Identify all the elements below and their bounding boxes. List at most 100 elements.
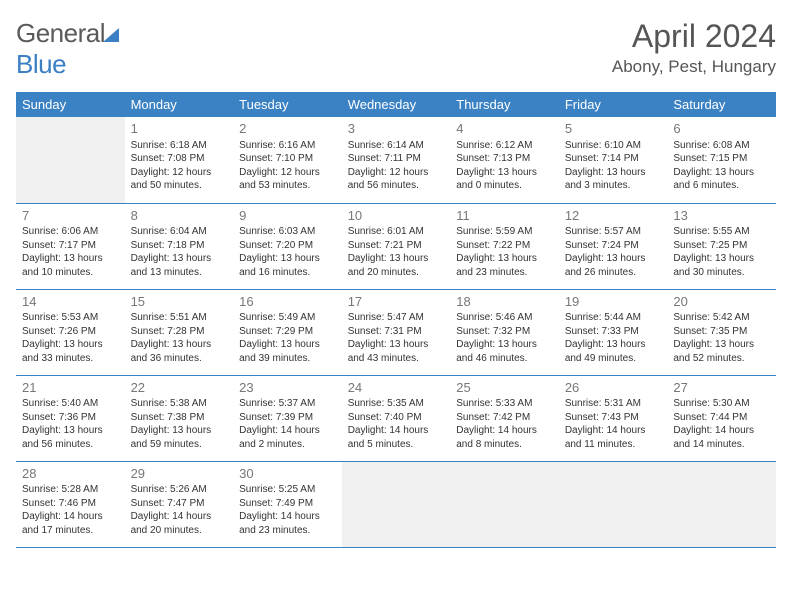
- calendar-week-row: 7Sunrise: 6:06 AMSunset: 7:17 PMDaylight…: [16, 203, 776, 289]
- calendar-day-cell: 14Sunrise: 5:53 AMSunset: 7:26 PMDayligh…: [16, 289, 125, 375]
- sunset-line: Sunset: 7:15 PM: [673, 152, 770, 166]
- sunset-line: Sunset: 7:42 PM: [456, 411, 553, 425]
- calendar-table: SundayMondayTuesdayWednesdayThursdayFrid…: [16, 92, 776, 548]
- sunrise-line: Sunrise: 6:14 AM: [348, 139, 445, 153]
- calendar-day-cell: 8Sunrise: 6:04 AMSunset: 7:18 PMDaylight…: [125, 203, 234, 289]
- calendar-day-cell: 13Sunrise: 5:55 AMSunset: 7:25 PMDayligh…: [667, 203, 776, 289]
- calendar-day-cell: 19Sunrise: 5:44 AMSunset: 7:33 PMDayligh…: [559, 289, 668, 375]
- logo-triangle-icon: [103, 28, 119, 42]
- daylight-line: Daylight: 14 hours and 17 minutes.: [22, 510, 119, 537]
- daylight-line: Daylight: 13 hours and 39 minutes.: [239, 338, 336, 365]
- month-title: April 2024: [612, 18, 776, 55]
- logo-part1: General: [16, 18, 105, 48]
- sunrise-line: Sunrise: 6:01 AM: [348, 225, 445, 239]
- daylight-line: Daylight: 12 hours and 50 minutes.: [131, 166, 228, 193]
- sunrise-line: Sunrise: 5:37 AM: [239, 397, 336, 411]
- day-number: 23: [239, 379, 336, 397]
- calendar-day-cell: 15Sunrise: 5:51 AMSunset: 7:28 PMDayligh…: [125, 289, 234, 375]
- sunrise-line: Sunrise: 6:16 AM: [239, 139, 336, 153]
- logo-part2: Blue: [16, 49, 66, 79]
- calendar-week-row: 28Sunrise: 5:28 AMSunset: 7:46 PMDayligh…: [16, 461, 776, 547]
- daylight-line: Daylight: 14 hours and 23 minutes.: [239, 510, 336, 537]
- day-number: 7: [22, 207, 119, 225]
- calendar-week-row: 21Sunrise: 5:40 AMSunset: 7:36 PMDayligh…: [16, 375, 776, 461]
- day-number: 1: [131, 120, 228, 138]
- weekday-header: Tuesday: [233, 92, 342, 117]
- calendar-day-cell: 4Sunrise: 6:12 AMSunset: 7:13 PMDaylight…: [450, 117, 559, 203]
- sunset-line: Sunset: 7:18 PM: [131, 239, 228, 253]
- sunset-line: Sunset: 7:38 PM: [131, 411, 228, 425]
- daylight-line: Daylight: 13 hours and 36 minutes.: [131, 338, 228, 365]
- day-number: 26: [565, 379, 662, 397]
- sunrise-line: Sunrise: 5:49 AM: [239, 311, 336, 325]
- sunset-line: Sunset: 7:31 PM: [348, 325, 445, 339]
- calendar-empty-cell: [342, 461, 451, 547]
- calendar-day-cell: 5Sunrise: 6:10 AMSunset: 7:14 PMDaylight…: [559, 117, 668, 203]
- day-number: 20: [673, 293, 770, 311]
- calendar-day-cell: 29Sunrise: 5:26 AMSunset: 7:47 PMDayligh…: [125, 461, 234, 547]
- daylight-line: Daylight: 14 hours and 2 minutes.: [239, 424, 336, 451]
- weekday-header: Monday: [125, 92, 234, 117]
- calendar-day-cell: 9Sunrise: 6:03 AMSunset: 7:20 PMDaylight…: [233, 203, 342, 289]
- calendar-day-cell: 16Sunrise: 5:49 AMSunset: 7:29 PMDayligh…: [233, 289, 342, 375]
- calendar-day-cell: 1Sunrise: 6:18 AMSunset: 7:08 PMDaylight…: [125, 117, 234, 203]
- calendar-empty-cell: [559, 461, 668, 547]
- daylight-line: Daylight: 13 hours and 30 minutes.: [673, 252, 770, 279]
- sunrise-line: Sunrise: 6:08 AM: [673, 139, 770, 153]
- calendar-day-cell: 23Sunrise: 5:37 AMSunset: 7:39 PMDayligh…: [233, 375, 342, 461]
- daylight-line: Daylight: 13 hours and 26 minutes.: [565, 252, 662, 279]
- calendar-day-cell: 7Sunrise: 6:06 AMSunset: 7:17 PMDaylight…: [16, 203, 125, 289]
- day-number: 10: [348, 207, 445, 225]
- sunrise-line: Sunrise: 5:51 AM: [131, 311, 228, 325]
- calendar-week-row: 1Sunrise: 6:18 AMSunset: 7:08 PMDaylight…: [16, 117, 776, 203]
- logo: General Blue: [16, 18, 119, 80]
- sunset-line: Sunset: 7:13 PM: [456, 152, 553, 166]
- daylight-line: Daylight: 13 hours and 0 minutes.: [456, 166, 553, 193]
- daylight-line: Daylight: 14 hours and 14 minutes.: [673, 424, 770, 451]
- sunset-line: Sunset: 7:26 PM: [22, 325, 119, 339]
- day-number: 29: [131, 465, 228, 483]
- daylight-line: Daylight: 13 hours and 43 minutes.: [348, 338, 445, 365]
- calendar-day-cell: 25Sunrise: 5:33 AMSunset: 7:42 PMDayligh…: [450, 375, 559, 461]
- daylight-line: Daylight: 13 hours and 56 minutes.: [22, 424, 119, 451]
- sunset-line: Sunset: 7:11 PM: [348, 152, 445, 166]
- day-number: 8: [131, 207, 228, 225]
- weekday-header: Friday: [559, 92, 668, 117]
- day-number: 30: [239, 465, 336, 483]
- title-group: April 2024 Abony, Pest, Hungary: [612, 18, 776, 77]
- sunset-line: Sunset: 7:28 PM: [131, 325, 228, 339]
- calendar-day-cell: 27Sunrise: 5:30 AMSunset: 7:44 PMDayligh…: [667, 375, 776, 461]
- calendar-day-cell: 6Sunrise: 6:08 AMSunset: 7:15 PMDaylight…: [667, 117, 776, 203]
- weekday-header: Wednesday: [342, 92, 451, 117]
- daylight-line: Daylight: 13 hours and 20 minutes.: [348, 252, 445, 279]
- sunrise-line: Sunrise: 5:46 AM: [456, 311, 553, 325]
- calendar-empty-cell: [16, 117, 125, 203]
- sunrise-line: Sunrise: 6:04 AM: [131, 225, 228, 239]
- sunrise-line: Sunrise: 5:44 AM: [565, 311, 662, 325]
- calendar-week-row: 14Sunrise: 5:53 AMSunset: 7:26 PMDayligh…: [16, 289, 776, 375]
- calendar-day-cell: 24Sunrise: 5:35 AMSunset: 7:40 PMDayligh…: [342, 375, 451, 461]
- calendar-day-cell: 17Sunrise: 5:47 AMSunset: 7:31 PMDayligh…: [342, 289, 451, 375]
- daylight-line: Daylight: 14 hours and 11 minutes.: [565, 424, 662, 451]
- day-number: 5: [565, 120, 662, 138]
- sunrise-line: Sunrise: 5:28 AM: [22, 483, 119, 497]
- sunrise-line: Sunrise: 5:26 AM: [131, 483, 228, 497]
- sunset-line: Sunset: 7:44 PM: [673, 411, 770, 425]
- sunrise-line: Sunrise: 6:03 AM: [239, 225, 336, 239]
- sunrise-line: Sunrise: 5:53 AM: [22, 311, 119, 325]
- day-number: 15: [131, 293, 228, 311]
- sunrise-line: Sunrise: 5:33 AM: [456, 397, 553, 411]
- daylight-line: Daylight: 12 hours and 56 minutes.: [348, 166, 445, 193]
- sunrise-line: Sunrise: 5:35 AM: [348, 397, 445, 411]
- day-number: 4: [456, 120, 553, 138]
- daylight-line: Daylight: 12 hours and 53 minutes.: [239, 166, 336, 193]
- daylight-line: Daylight: 13 hours and 10 minutes.: [22, 252, 119, 279]
- sunrise-line: Sunrise: 5:38 AM: [131, 397, 228, 411]
- sunset-line: Sunset: 7:24 PM: [565, 239, 662, 253]
- day-number: 19: [565, 293, 662, 311]
- sunset-line: Sunset: 7:33 PM: [565, 325, 662, 339]
- daylight-line: Daylight: 13 hours and 46 minutes.: [456, 338, 553, 365]
- day-number: 17: [348, 293, 445, 311]
- day-number: 27: [673, 379, 770, 397]
- daylight-line: Daylight: 13 hours and 52 minutes.: [673, 338, 770, 365]
